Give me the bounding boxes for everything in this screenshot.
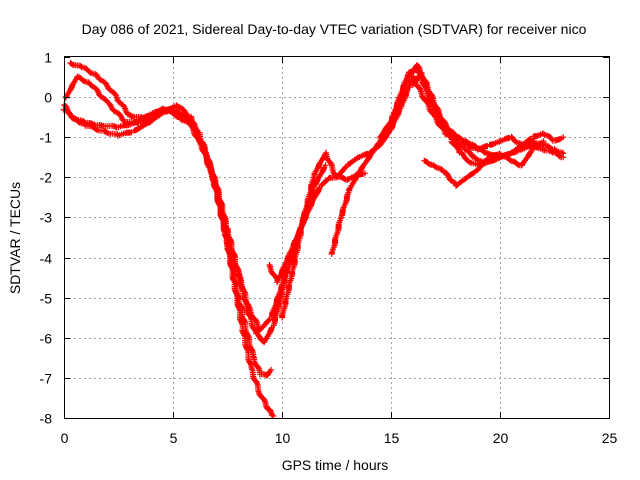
y-axis-label: SDTVAR / TECUs [7, 182, 23, 294]
x-tick-label: 10 [275, 430, 291, 446]
chart-title: Day 086 of 2021, Sidereal Day-to-day VTE… [82, 21, 587, 37]
plot-frame [64, 56, 610, 419]
y-tick-label: -5 [40, 291, 53, 307]
series-arc-j [421, 138, 547, 189]
y-tick-label: -1 [40, 130, 53, 146]
x-tick-label: 15 [384, 430, 400, 446]
data-points [60, 60, 567, 419]
y-tick-label: 1 [44, 50, 52, 66]
y-tick-label: 0 [44, 90, 52, 106]
x-tick-label: 5 [170, 430, 178, 446]
x-tick-label: 25 [602, 430, 618, 446]
y-tick-label: -3 [40, 210, 53, 226]
x-tick-label: 0 [61, 430, 69, 446]
y-tick-label: -8 [40, 411, 53, 427]
series-markers [421, 138, 547, 189]
y-tick-label: -2 [40, 170, 53, 186]
x-tick-label: 20 [493, 430, 509, 446]
y-tick-label: -6 [40, 331, 53, 347]
y-tick-label: -4 [40, 251, 53, 267]
x-axis-ticks: 0 5 10 15 20 25 [61, 57, 618, 446]
series-markers [409, 70, 567, 165]
y-axis-ticks: 1 0 -1 -2 -3 -4 -5 -6 -7 -8 [40, 50, 609, 427]
series-arc-i [409, 70, 567, 165]
y-tick-label: -7 [40, 371, 53, 387]
x-axis-label: GPS time / hours [282, 457, 389, 473]
